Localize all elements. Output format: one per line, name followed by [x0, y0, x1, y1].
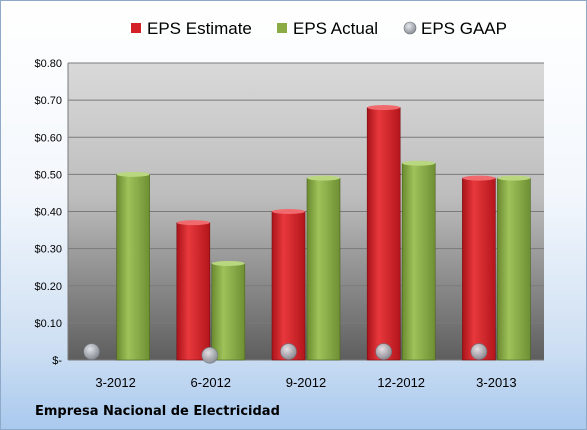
legend-eps-estimate-swatch [131, 23, 141, 33]
legend-eps-actual-label: EPS Actual [293, 19, 378, 38]
x-tick-label: 12-2012 [377, 375, 425, 390]
legend-eps-gaap-label: EPS GAAP [421, 19, 507, 38]
bar-eps-estimate-top [462, 175, 496, 181]
y-tick-label: $0.40 [34, 207, 62, 219]
bar-eps-actual-top [402, 160, 436, 166]
bar-eps-actual-top [497, 175, 531, 181]
y-tick-label: $- [52, 355, 62, 367]
y-tick-label: $0.20 [34, 281, 62, 293]
marker-eps-gaap [470, 343, 488, 360]
marker-eps-gaap [280, 343, 297, 360]
bar-eps-estimate [176, 222, 211, 361]
legend-eps-gaap-swatch [403, 21, 417, 35]
bar-eps-estimate [271, 211, 306, 361]
marker-eps-gaap [375, 343, 393, 360]
marker-eps-gaap [83, 343, 100, 360]
marker-eps-gaap [201, 346, 219, 364]
legend-eps-estimate-label: EPS Estimate [147, 19, 252, 38]
bar-eps-estimate-top [272, 209, 305, 214]
bar-eps-actual-top [211, 260, 245, 266]
x-tick-label: 9-2012 [286, 375, 326, 390]
bar-eps-actual-top [116, 171, 150, 177]
bar-eps-actual [306, 177, 341, 361]
x-tick-label: 3-2012 [95, 375, 135, 390]
legend-eps-actual-swatch [277, 23, 287, 33]
bar-eps-estimate [462, 177, 496, 361]
bar-eps-estimate [366, 107, 401, 361]
y-tick-label: $0.50 [34, 169, 62, 181]
bar-eps-actual [211, 263, 246, 361]
bar-eps-actual [497, 177, 531, 361]
x-tick-label: 3-2013 [476, 375, 516, 390]
bar-eps-estimate-top [176, 220, 210, 226]
bar-eps-actual [116, 174, 150, 361]
y-tick-label: $0.60 [34, 132, 62, 144]
y-tick-label: $0.10 [34, 318, 62, 330]
bar-eps-estimate-top [367, 105, 401, 111]
y-tick-label: $0.30 [34, 244, 62, 256]
company-name: Empresa Nacional de Electricidad [35, 404, 280, 419]
y-tick-label: $0.70 [34, 95, 62, 107]
y-tick-label: $0.80 [34, 58, 62, 70]
bar-eps-actual [401, 162, 436, 361]
x-tick-label: 6-2012 [191, 375, 231, 390]
bar-eps-actual-top [307, 175, 340, 181]
